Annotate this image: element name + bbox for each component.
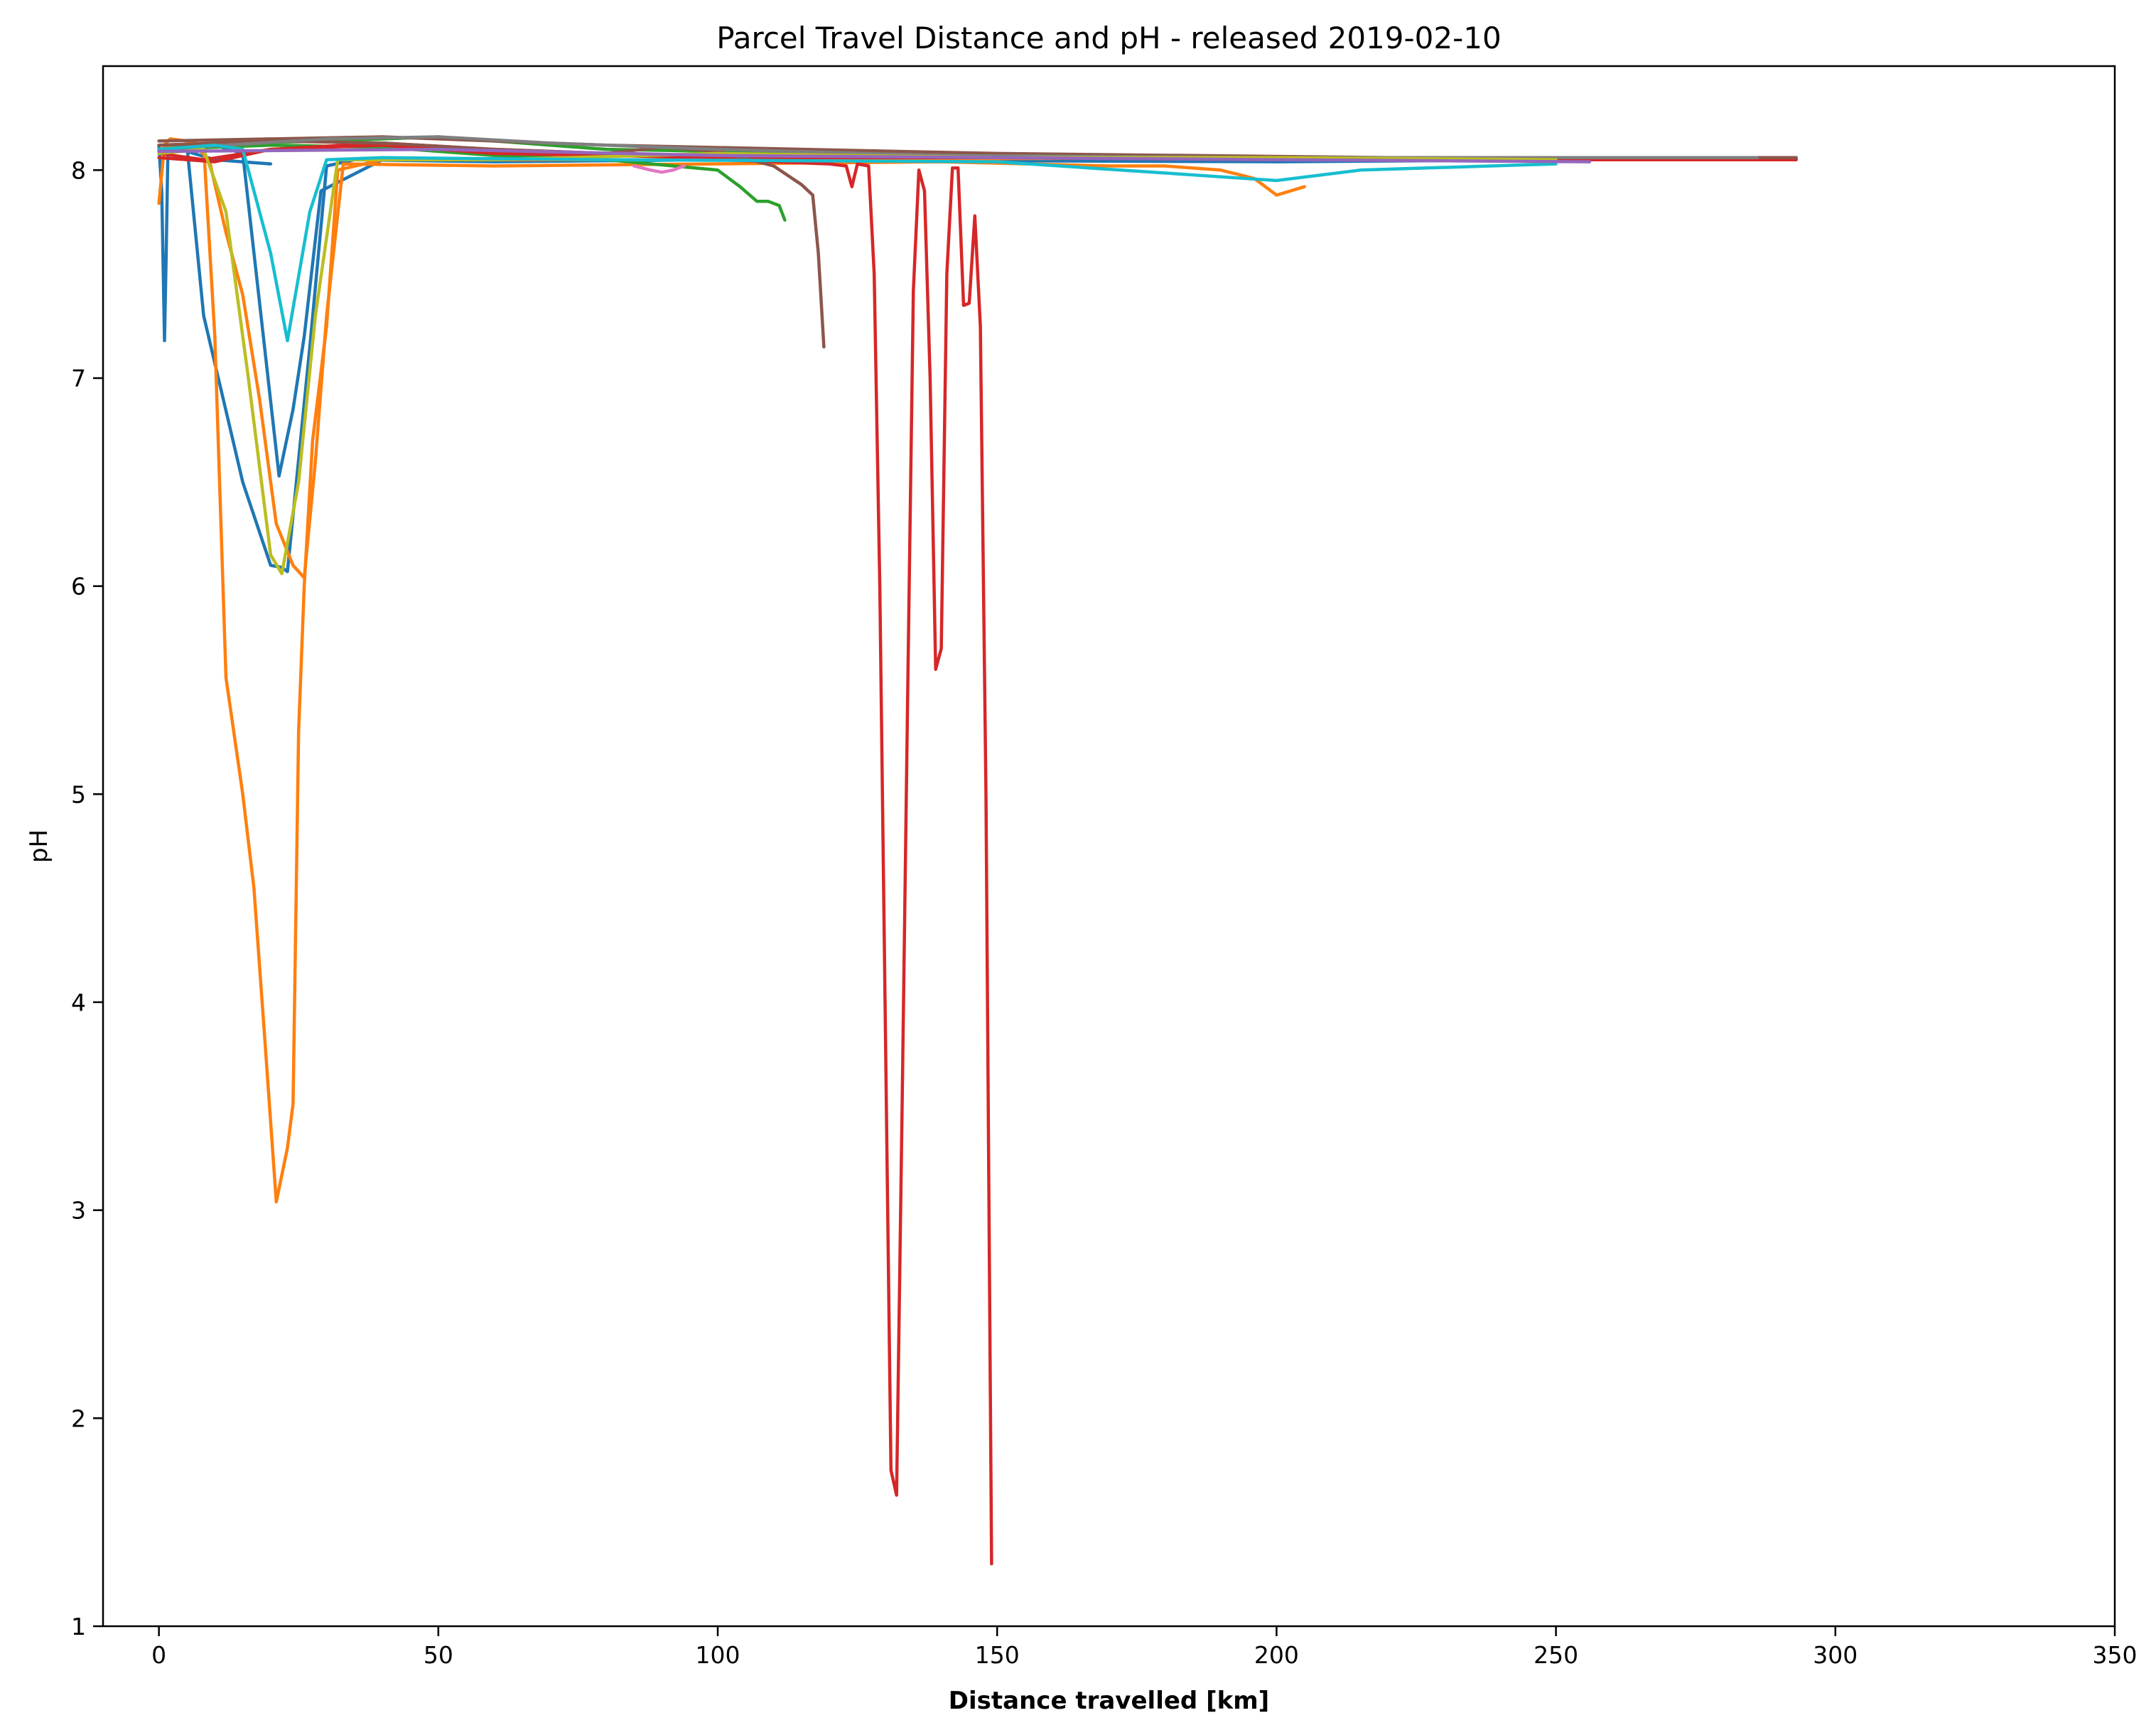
series-line-16 bbox=[157, 147, 1592, 163]
plot-frame bbox=[102, 65, 2116, 1628]
y-tick-label: 5 bbox=[71, 780, 86, 808]
x-tick-label: 350 bbox=[2093, 1641, 2138, 1669]
x-tick-label: 0 bbox=[151, 1641, 166, 1669]
series-layer bbox=[157, 135, 1799, 1566]
x-tick-label: 50 bbox=[424, 1641, 453, 1669]
x-tick-label: 100 bbox=[696, 1641, 740, 1669]
x-tick-label: 300 bbox=[1813, 1641, 1858, 1669]
x-tick-label: 250 bbox=[1534, 1641, 1578, 1669]
x-axis-label: Distance travelled [km] bbox=[949, 1687, 1269, 1715]
y-tick-label: 3 bbox=[71, 1197, 86, 1225]
series-line-12 bbox=[632, 164, 686, 174]
y-axis: 1 2 3 4 5 6 7 8 bbox=[71, 156, 103, 1640]
x-tick-label: 150 bbox=[975, 1641, 1020, 1669]
y-tick-label: 7 bbox=[71, 365, 86, 392]
y-axis-label: pH bbox=[25, 829, 53, 863]
x-axis: 0 50 100 150 200 250 300 350 bbox=[151, 1626, 2138, 1669]
y-tick-label: 8 bbox=[71, 156, 86, 184]
y-tick-label: 6 bbox=[71, 573, 86, 601]
y-tick-label: 1 bbox=[71, 1613, 86, 1640]
y-tick-label: 4 bbox=[71, 989, 86, 1016]
chart-title: Parcel Travel Distance and pH - released… bbox=[716, 21, 1501, 55]
x-tick-label: 200 bbox=[1254, 1641, 1299, 1669]
y-tick-label: 2 bbox=[71, 1404, 86, 1432]
